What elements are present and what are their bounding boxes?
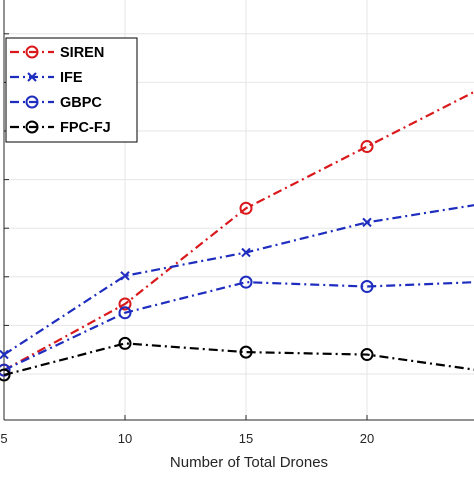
legend-entry-ife: IFE — [10, 70, 83, 86]
data-point-fpc-fj — [118, 336, 132, 350]
x-marker-stroke — [0, 349, 9, 360]
data-point-ife — [362, 217, 372, 228]
x-marker-stroke — [120, 271, 130, 281]
data-point-siren — [360, 140, 374, 154]
series-gbpc — [0, 275, 474, 377]
x-axis-label: Number of Total Drones — [170, 454, 328, 471]
legend-entry-fpc-fj: FPC-FJ — [10, 120, 111, 136]
data-point-fpc-fj — [0, 368, 11, 382]
x-tick-label: 20 — [360, 431, 374, 446]
series-line-siren — [3, 90, 474, 372]
series-ife — [0, 204, 474, 360]
legend-entry-siren: SIREN — [10, 45, 104, 61]
data-point-gbpc — [360, 280, 374, 294]
legend-marker-gbpc — [25, 95, 39, 109]
series-fpc-fj — [0, 336, 474, 382]
data-point-siren — [239, 201, 253, 215]
x-tick-label: 15 — [239, 431, 253, 446]
data-point-ife — [0, 349, 9, 360]
x-tick-label: 5 — [0, 431, 7, 446]
data-point-fpc-fj — [239, 345, 253, 359]
data-point-siren — [118, 297, 132, 311]
legend-label-siren: SIREN — [60, 45, 104, 61]
data-point-gbpc — [0, 363, 11, 377]
legend-label-fpc-fj: FPC-FJ — [60, 120, 111, 136]
series-line-fpc-fj — [3, 342, 474, 377]
data-point-gbpc — [118, 306, 132, 320]
x-marker-stroke — [27, 72, 37, 82]
data-point-ife — [120, 271, 130, 281]
x-marker-stroke — [241, 247, 251, 258]
data-point-fpc-fj — [360, 348, 374, 362]
legend-marker-ife — [27, 72, 37, 82]
series-line-gbpc — [3, 281, 474, 372]
legend-marker-siren — [25, 45, 39, 59]
legend-label-gbpc: GBPC — [60, 95, 102, 111]
legend: SIREN IFE GBPC FPC-FJ — [5, 37, 138, 143]
series-layer — [0, 90, 474, 382]
x-tick-label: 10 — [118, 431, 132, 446]
legend-label-ife: IFE — [60, 70, 83, 86]
axes: 5 10 15 20 — [0, 0, 474, 446]
legend-marker-fpc-fj — [25, 120, 39, 134]
data-point-gbpc — [239, 275, 253, 289]
x-marker-stroke — [362, 217, 372, 228]
data-point-ife — [241, 247, 251, 258]
legend-entry-gbpc: GBPC — [10, 95, 102, 111]
